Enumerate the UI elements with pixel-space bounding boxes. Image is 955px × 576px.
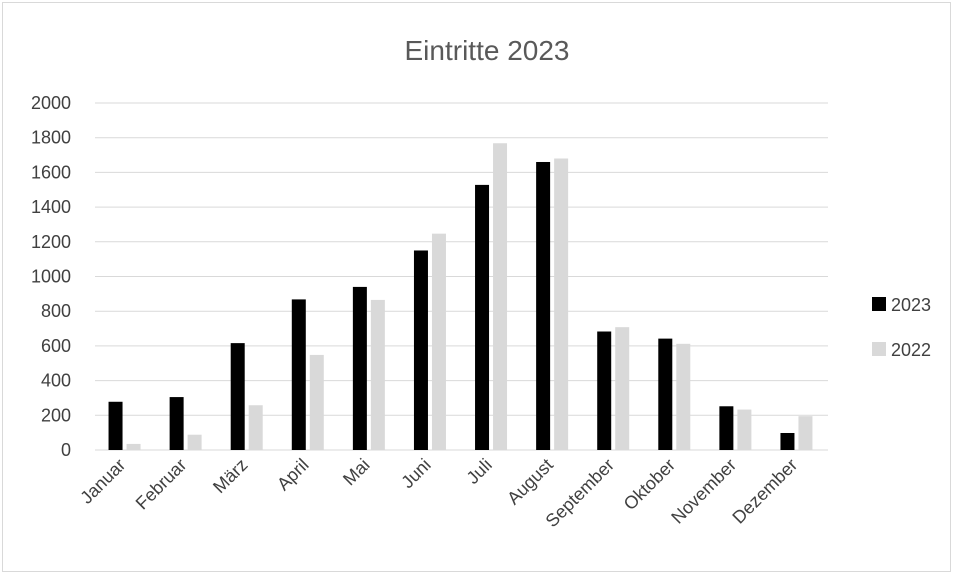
bar-2022-dezember: [798, 416, 813, 450]
bar-2023-august: [536, 161, 551, 451]
y-tick-label: 400: [41, 371, 71, 391]
y-tick-label: 200: [41, 405, 71, 425]
x-tick-label: Dezember: [728, 455, 801, 528]
bar-2023-juli: [475, 184, 490, 450]
bar-2022-februar: [187, 434, 202, 450]
x-tick-label: Januar: [76, 455, 129, 508]
x-tick-label: November: [667, 455, 740, 528]
bar-2023-oktober: [658, 338, 673, 450]
bar-2022-märz: [248, 405, 263, 450]
x-tick-label: Februar: [132, 455, 191, 514]
x-tick-label: März: [209, 455, 251, 497]
bars: [108, 143, 813, 451]
bar-2023-märz: [230, 343, 245, 450]
y-tick-label: 2000: [31, 93, 71, 113]
legend-swatch-2023: [872, 297, 886, 311]
legend-label-2022: 2022: [891, 340, 931, 360]
bar-2023-juni: [413, 250, 428, 450]
legend-swatch-2022: [872, 342, 886, 356]
bar-2023-september: [597, 331, 612, 450]
x-axis-labels: Januar Februar März April Mai Juni Juli AugustS…: [76, 455, 801, 531]
x-tick-label: Juni: [397, 455, 434, 492]
bar-2023-januar: [108, 401, 123, 450]
y-tick-label: 1600: [31, 162, 71, 182]
gridlines: [95, 102, 828, 451]
chart-title: Eintritte 2023: [405, 35, 570, 66]
bar-2022-juli: [493, 143, 508, 450]
bar-2023-april: [291, 299, 306, 450]
bar-2022-oktober: [676, 343, 691, 450]
bar-2022-juni: [431, 233, 446, 450]
bar-2022-august: [554, 158, 569, 450]
x-tick-label: Juli: [463, 455, 496, 488]
x-tick-label: August: [503, 455, 557, 509]
y-tick-label: 1800: [31, 128, 71, 148]
legend: 2023 2022: [872, 295, 931, 360]
y-tick-label: 1200: [31, 232, 71, 252]
legend-label-2023: 2023: [891, 295, 931, 315]
y-tick-label: 600: [41, 336, 71, 356]
y-tick-label: 1000: [31, 267, 71, 287]
y-tick-label: 800: [41, 301, 71, 321]
bar-2022-november: [737, 409, 752, 450]
bar-2022-mai: [370, 299, 385, 450]
bar-2023-februar: [169, 397, 184, 450]
y-axis-labels: 0 200 400 600 800 1000 1200 1400 1600 1800 2000: [31, 93, 71, 460]
bar-2023-mai: [352, 286, 367, 450]
x-tick-label: Oktober: [620, 455, 679, 514]
bar-2022-april: [309, 354, 324, 450]
bar-2023-dezember: [780, 432, 795, 450]
bar-2022-januar: [126, 443, 141, 450]
bar-2022-september: [615, 327, 630, 450]
bar-2023-november: [719, 406, 734, 450]
y-tick-label: 0: [61, 440, 71, 460]
x-tick-label: April: [273, 455, 313, 495]
y-tick-label: 1400: [31, 197, 71, 217]
x-tick-label: Mai: [339, 455, 374, 490]
